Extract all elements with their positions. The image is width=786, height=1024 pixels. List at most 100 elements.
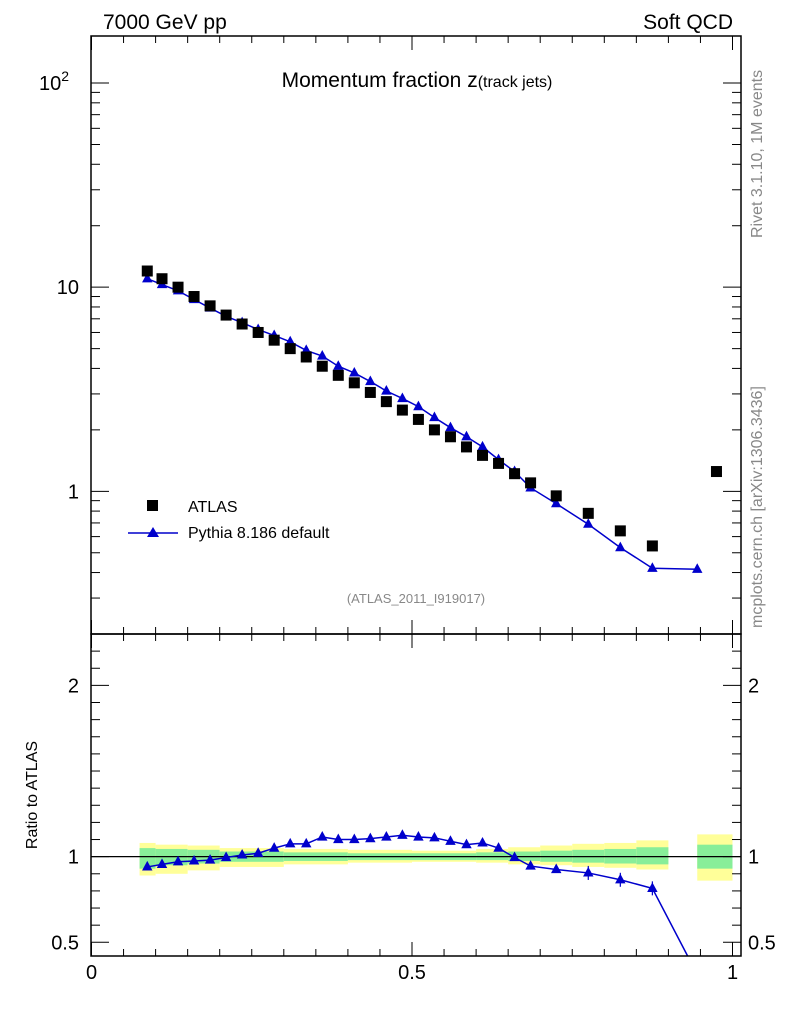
ratio-mc-point xyxy=(509,851,520,862)
mc-point xyxy=(413,400,424,411)
legend: ATLAS Pythia 8.186 default xyxy=(128,499,330,542)
data-point xyxy=(188,291,200,303)
mc-point xyxy=(551,497,562,508)
data-point xyxy=(509,468,521,480)
ratio-mc-point xyxy=(429,831,440,842)
ratio-mc-point xyxy=(156,858,168,868)
data-point xyxy=(525,477,537,489)
ratio-mc-point xyxy=(381,830,392,841)
ratio-mc-point xyxy=(317,830,328,841)
uncertainty-band-inner xyxy=(139,848,156,869)
ratio-mc-point xyxy=(142,860,153,871)
mc-point xyxy=(461,430,472,441)
data-point xyxy=(300,351,312,363)
mc-point xyxy=(317,350,328,360)
data-series xyxy=(141,265,722,552)
data-point xyxy=(710,466,722,478)
ratio-mc-point xyxy=(493,842,504,852)
data-point xyxy=(141,265,153,277)
source-label: mcplots.cern.ch [arXiv:1306.3436] xyxy=(749,386,766,628)
data-point xyxy=(380,396,392,408)
data-point xyxy=(332,369,344,381)
plot-title: Momentum fraction z(track jets) xyxy=(282,69,553,92)
x-tick-labels: 0 0.5 1 xyxy=(86,962,738,984)
plot-title-sub: (track jets) xyxy=(478,74,553,91)
ratio-y-tick-label-right: 0.5 xyxy=(748,932,776,954)
ratio-y-tick-label-left: 0.5 xyxy=(51,932,79,954)
ratio-mc-point xyxy=(268,842,280,852)
energy-label: 7000 GeV pp xyxy=(103,11,227,34)
main-y-tick-label: 1 xyxy=(68,481,79,503)
ratio-mc-point xyxy=(397,829,408,839)
ratio-mc-point xyxy=(365,832,376,843)
legend-mc-marker xyxy=(147,527,159,537)
data-point xyxy=(646,540,658,552)
ratio-mc-point xyxy=(284,837,296,848)
mc-point xyxy=(692,563,703,573)
mc-point xyxy=(397,392,408,403)
ratio-plot-panel: 2 21 10.5 0.5 Ratio to ATLAS 0 0.5 1 xyxy=(24,633,776,984)
mc-point xyxy=(333,360,344,370)
mc-point xyxy=(349,366,360,377)
mc-point xyxy=(142,272,153,283)
ratio-y-axis-label: Ratio to ATLAS xyxy=(24,741,41,849)
ratio-mc-point xyxy=(525,860,536,870)
data-point xyxy=(172,281,184,293)
data-point xyxy=(252,326,264,338)
ratio-mc-point xyxy=(551,863,562,874)
mc-point xyxy=(429,411,440,422)
rivet-label: Rivet 3.1.10, 1M events xyxy=(749,70,766,238)
ratio-mc-point xyxy=(188,854,200,865)
mc-point xyxy=(477,440,488,451)
ratio-mc-point xyxy=(413,830,424,841)
mc-point xyxy=(381,385,392,395)
uncertainty-band-inner xyxy=(636,847,669,865)
data-point xyxy=(460,441,472,453)
legend-data-label: ATLAS xyxy=(188,499,238,516)
ratio-y-tick-label-right: 1 xyxy=(748,847,759,869)
mc-point xyxy=(445,421,456,432)
ratio-mc-point xyxy=(172,855,184,866)
data-point xyxy=(156,273,168,285)
ratio-mc-point xyxy=(220,851,232,862)
main-y-tick-label-exponent: 2 xyxy=(61,68,69,84)
analysis-label: (ATLAS_2011_I919017) xyxy=(347,591,485,606)
ratio-y-tick-label-right: 2 xyxy=(748,675,759,697)
data-point xyxy=(614,525,626,537)
category-label: Soft QCD xyxy=(643,11,733,34)
plot-title-var: z xyxy=(467,69,478,92)
plot-title-main: Momentum fraction xyxy=(282,69,468,92)
mc-point xyxy=(284,335,296,346)
data-point xyxy=(204,300,216,312)
data-point xyxy=(412,413,424,425)
mc-point xyxy=(615,541,626,552)
data-point xyxy=(316,360,328,372)
ratio-mc-point xyxy=(461,838,472,849)
ratio-mc-point xyxy=(252,847,264,857)
x-tick-label: 0.5 xyxy=(398,962,426,984)
data-point xyxy=(428,424,440,436)
ratio-frame xyxy=(90,633,742,957)
ratio-mc-point xyxy=(236,848,248,859)
ratio-mc-point xyxy=(477,836,488,847)
data-point xyxy=(284,343,296,355)
ratio-mc-point xyxy=(615,873,626,884)
data-point xyxy=(396,404,408,416)
ratio-mc-point xyxy=(349,833,360,844)
data-point xyxy=(477,449,489,461)
main-y-tick-label: 10 xyxy=(57,277,79,299)
ratio-axis-ticks xyxy=(91,634,741,956)
main-axis-ticks xyxy=(91,36,741,635)
data-point xyxy=(493,457,505,469)
main-y-tick-label-base: 10 xyxy=(39,73,61,95)
ratio-mc-point xyxy=(583,866,594,877)
mc-point xyxy=(365,375,376,386)
data-point xyxy=(364,386,376,398)
legend-mc-label: Pythia 8.186 default xyxy=(188,525,330,542)
ratio-mc-point xyxy=(445,835,456,845)
main-frame xyxy=(90,35,742,635)
ratio-mc-point xyxy=(204,854,216,864)
main-plot-panel: Momentum fraction z(track jets) (ATLAS_2… xyxy=(39,35,742,635)
